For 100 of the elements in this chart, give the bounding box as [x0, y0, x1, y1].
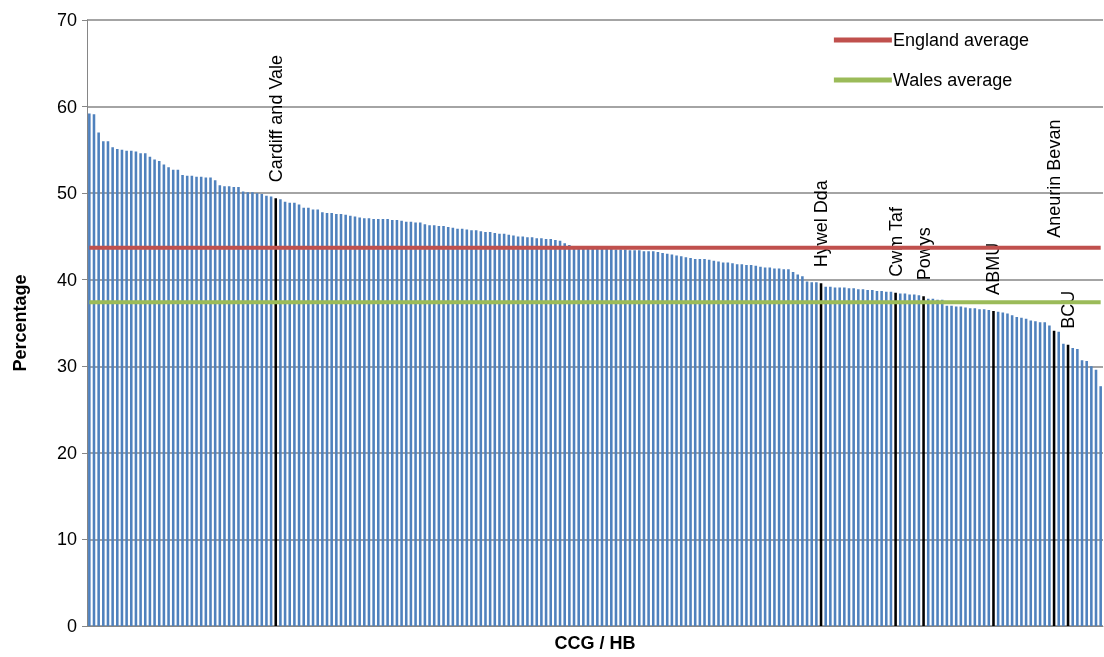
bar [964, 307, 967, 626]
bar [857, 289, 860, 626]
bar [1006, 313, 1009, 626]
bar [679, 256, 683, 626]
bar [321, 212, 324, 626]
legend-label: Wales average [892, 70, 1013, 90]
bar [335, 213, 338, 626]
bar [1043, 322, 1047, 626]
bar [1099, 386, 1102, 626]
bar [950, 305, 953, 626]
bar [782, 269, 786, 626]
bar [624, 249, 627, 626]
bar [470, 230, 473, 626]
bar [125, 150, 128, 626]
bar [549, 239, 553, 626]
bar [293, 202, 296, 626]
x-tick-label: Aneurin Bevan [1044, 119, 1065, 238]
y-tick-label: 10 [56, 529, 77, 550]
bar [978, 309, 981, 626]
bar [260, 194, 264, 626]
bar [139, 153, 142, 626]
bar [1048, 325, 1051, 626]
y-tick-label: 20 [56, 442, 77, 463]
bar [665, 253, 669, 626]
bar [703, 258, 706, 626]
bar [610, 248, 613, 626]
bar [745, 265, 748, 626]
bar [912, 294, 916, 626]
bar [898, 293, 902, 626]
bar [633, 250, 636, 626]
bar [591, 247, 594, 626]
y-tick-label: 30 [56, 356, 77, 377]
bar [171, 169, 175, 626]
bar [647, 251, 650, 626]
bar [563, 243, 566, 626]
bar [111, 147, 114, 626]
bar [521, 236, 525, 626]
bar [129, 150, 133, 626]
bar [498, 233, 501, 626]
bar [428, 225, 431, 626]
bar [880, 290, 883, 626]
bar [815, 282, 818, 626]
y-axis-title: Percentage [10, 274, 30, 372]
bar [675, 255, 678, 626]
bar [1020, 317, 1023, 626]
bar [512, 235, 515, 626]
bar [801, 276, 804, 626]
bar [596, 247, 599, 626]
bar [540, 238, 543, 626]
bar [344, 214, 347, 626]
bar [97, 132, 100, 626]
bar [829, 286, 832, 626]
bar [274, 198, 278, 626]
bar [554, 239, 557, 626]
bar [143, 153, 147, 626]
bar [102, 141, 105, 626]
bar [88, 113, 91, 626]
bar [568, 245, 571, 626]
bar [661, 252, 664, 626]
bar [372, 219, 375, 626]
bar [619, 249, 622, 626]
bar [810, 282, 813, 626]
x-tick-label: ABMU [983, 242, 1004, 295]
bar [363, 218, 366, 626]
x-axis-title: CCG / HB [554, 633, 636, 653]
bar [605, 248, 608, 626]
bar [768, 267, 772, 626]
bar [377, 219, 380, 626]
bar [414, 222, 417, 626]
bar [400, 220, 403, 626]
bar [535, 238, 539, 626]
bar [1076, 348, 1079, 626]
bar [237, 187, 240, 626]
bar [1029, 320, 1033, 626]
bar [843, 287, 846, 626]
bar [731, 263, 734, 626]
bar [157, 161, 161, 626]
bar [1062, 343, 1065, 626]
bar [153, 159, 156, 626]
bar [390, 219, 394, 626]
bar [717, 261, 720, 626]
bar [484, 232, 487, 626]
bar [1057, 331, 1061, 626]
bar [689, 258, 692, 626]
y-tick-label: 60 [56, 96, 77, 117]
bar [307, 207, 310, 626]
bar [404, 221, 408, 626]
bar [181, 174, 184, 626]
bar [251, 192, 254, 626]
bar [852, 288, 855, 626]
legend-label: England average [892, 30, 1029, 50]
bar [418, 222, 422, 626]
bar [926, 298, 930, 626]
bar [442, 226, 445, 626]
bar [288, 202, 292, 626]
bar [507, 234, 511, 626]
bar [265, 195, 268, 626]
bar [1085, 361, 1088, 626]
bar [330, 213, 333, 626]
bar [1015, 316, 1019, 626]
